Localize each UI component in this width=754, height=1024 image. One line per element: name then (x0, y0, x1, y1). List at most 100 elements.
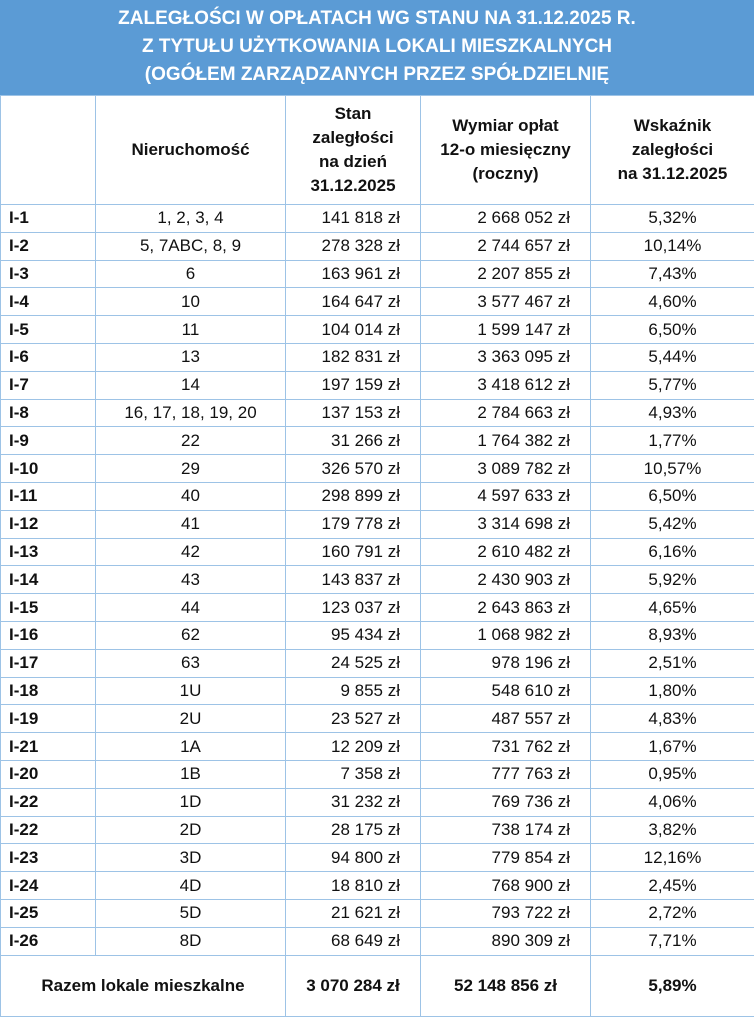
cell: I-22 (0, 815, 96, 845)
cell: I-22 (0, 787, 96, 817)
table-row: I-1 1, 2, 3, 4 141 818 zł 2 668 052 zł 5,32% (0, 204, 754, 233)
cell: 8,93% (590, 620, 754, 650)
total-cell: 3 070 284 zł (285, 954, 421, 1017)
cell: 3D (95, 843, 286, 873)
header-cell: Wymiar opłat 12-o miesięczny (roczny) (420, 95, 591, 205)
cell: 2 784 663 zł (420, 398, 591, 428)
cell: 1,67% (590, 732, 754, 761)
cell: 24 525 zł (285, 648, 421, 678)
table-row: I-8 16, 17, 18, 19, 20 137 153 zł 2 784 663… (0, 398, 754, 428)
cell: 63 (95, 648, 286, 678)
cell: 68 649 zł (285, 926, 421, 956)
cell: 2,51% (590, 648, 754, 678)
table-row: I-11 40 298 899 zł 4 597 633 zł 6,50% (0, 481, 754, 511)
cell: 4 597 633 zł (420, 481, 591, 511)
title-line: (OGÓŁEM ZARZĄDZANYCH PRZEZ SPÓŁDZIELNIĘ (144, 64, 610, 85)
cell: I-26 (0, 926, 96, 956)
cell: 2 643 863 zł (420, 593, 591, 622)
cell: 978 196 zł (420, 648, 591, 678)
table-row: I-16 62 95 434 zł 1 068 982 zł 8,93% (0, 620, 754, 650)
cell: 4,65% (590, 593, 754, 622)
table-row: I-3 6 163 961 zł 2 207 855 zł 7,43% (0, 259, 754, 289)
cell: 4D (95, 871, 286, 900)
cell: I-20 (0, 759, 96, 789)
cell: 42 (95, 537, 286, 567)
cell: 2 610 482 zł (420, 537, 591, 567)
cell: 5,92% (590, 565, 754, 595)
cell: 3 089 782 zł (420, 454, 591, 483)
cell: 12 209 zł (285, 732, 421, 761)
cell: I-10 (0, 454, 96, 483)
cell: 2U (95, 704, 286, 734)
cell: 1 068 982 zł (420, 620, 591, 650)
cell: 3 577 467 zł (420, 287, 591, 317)
cell: I-9 (0, 426, 96, 456)
header-line: 12-o miesięczny (440, 140, 571, 159)
cell: 1A (95, 732, 286, 761)
cell: I-6 (0, 342, 96, 372)
cell: 1,80% (590, 676, 754, 706)
cell: 738 174 zł (420, 815, 591, 845)
cell: 7 358 zł (285, 759, 421, 789)
table-row: I-2 5, 7ABC, 8, 9 278 328 zł 2 744 657 zł 10… (0, 231, 754, 261)
cell: 6,50% (590, 481, 754, 511)
cell: 23 527 zł (285, 704, 421, 734)
table-row: I-7 14 197 159 zł 3 418 612 zł 5,77% (0, 370, 754, 400)
table-row: I-20 1B 7 358 zł 777 763 zł 0,95% (0, 759, 754, 789)
cell: 197 159 zł (285, 370, 421, 400)
table-row: I-24 4D 18 810 zł 768 900 zł 2,45% (0, 871, 754, 900)
cell: 179 778 zł (285, 509, 421, 539)
cell: 16, 17, 18, 19, 20 (95, 398, 286, 428)
cell: 13 (95, 342, 286, 372)
cell: 28 175 zł (285, 815, 421, 845)
table-row: I-6 13 182 831 zł 3 363 095 zł 5,44% (0, 342, 754, 372)
cell: 2 744 657 zł (420, 231, 591, 261)
cell: I-7 (0, 370, 96, 400)
header-line: zaległości (312, 128, 394, 147)
cell: 768 900 zł (420, 871, 591, 900)
cell: 160 791 zł (285, 537, 421, 567)
cell: 137 153 zł (285, 398, 421, 428)
cell: 104 014 zł (285, 315, 421, 344)
total-cell: 5,89% (590, 954, 754, 1017)
cell: 6,50% (590, 315, 754, 344)
cell: 4,60% (590, 287, 754, 317)
cell: 41 (95, 509, 286, 539)
cell: I-14 (0, 565, 96, 595)
cell: I-3 (0, 259, 96, 289)
cell: I-11 (0, 481, 96, 511)
cell: I-25 (0, 898, 96, 928)
cell: 95 434 zł (285, 620, 421, 650)
cell: 2 430 903 zł (420, 565, 591, 595)
table-row: I-13 42 160 791 zł 2 610 482 zł 6,16% (0, 537, 754, 567)
cell: 62 (95, 620, 286, 650)
header-cell: Nieruchomość (95, 95, 286, 205)
cell: 29 (95, 454, 286, 483)
cell: 2,72% (590, 898, 754, 928)
cell: 487 557 zł (420, 704, 591, 734)
header-line: zaległości (631, 140, 714, 159)
cell: 94 800 zł (285, 843, 421, 873)
cell: 2D (95, 815, 286, 845)
cell: 779 854 zł (420, 843, 591, 873)
table-body: I-1 1, 2, 3, 4 141 818 zł 2 668 052 zł 5,32%… (0, 204, 754, 1017)
cell: 1U (95, 676, 286, 706)
header-line: na 31.12.2025 (617, 164, 728, 183)
cell: 7,71% (590, 926, 754, 956)
cell: 7,43% (590, 259, 754, 289)
cell: 22 (95, 426, 286, 456)
cell: 0,95% (590, 759, 754, 789)
table-row: I-23 3D 94 800 zł 779 854 zł 12,16% (0, 843, 754, 873)
header-line: Wskaźnik (633, 116, 712, 135)
cell: I-21 (0, 732, 96, 761)
cell: 1B (95, 759, 286, 789)
cell: I-2 (0, 231, 96, 261)
cell: 143 837 zł (285, 565, 421, 595)
cell: I-18 (0, 676, 96, 706)
cell: 548 610 zł (420, 676, 591, 706)
table-row: I-22 1D 31 232 zł 769 736 zł 4,06% (0, 787, 754, 817)
cell: I-13 (0, 537, 96, 567)
cell: 44 (95, 593, 286, 622)
table-row: I-9 22 31 266 zł 1 764 382 zł 1,77% (0, 426, 754, 456)
